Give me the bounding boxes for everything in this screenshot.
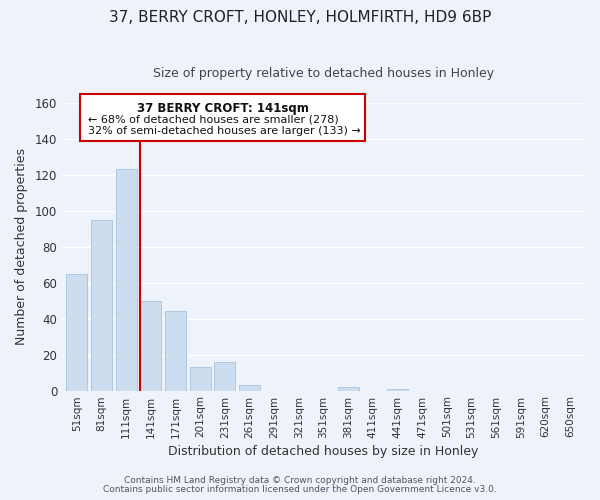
Text: ← 68% of detached houses are smaller (278): ← 68% of detached houses are smaller (27… [88, 114, 339, 124]
Y-axis label: Number of detached properties: Number of detached properties [15, 148, 28, 345]
Text: 32% of semi-detached houses are larger (133) →: 32% of semi-detached houses are larger (… [88, 126, 361, 136]
Bar [116, 169, 137, 390]
Bar [214, 362, 235, 390]
Bar [67, 274, 88, 390]
Text: 37 BERRY CROFT: 141sqm: 37 BERRY CROFT: 141sqm [137, 102, 309, 114]
Title: Size of property relative to detached houses in Honley: Size of property relative to detached ho… [153, 68, 494, 80]
Bar [140, 300, 161, 390]
Bar [338, 387, 359, 390]
Bar [190, 367, 211, 390]
X-axis label: Distribution of detached houses by size in Honley: Distribution of detached houses by size … [169, 444, 479, 458]
Bar [239, 385, 260, 390]
Bar [387, 389, 408, 390]
Text: Contains public sector information licensed under the Open Government Licence v3: Contains public sector information licen… [103, 484, 497, 494]
Text: 37, BERRY CROFT, HONLEY, HOLMFIRTH, HD9 6BP: 37, BERRY CROFT, HONLEY, HOLMFIRTH, HD9 … [109, 10, 491, 25]
FancyBboxPatch shape [80, 94, 365, 140]
Text: Contains HM Land Registry data © Crown copyright and database right 2024.: Contains HM Land Registry data © Crown c… [124, 476, 476, 485]
Bar [91, 220, 112, 390]
Bar [165, 312, 186, 390]
